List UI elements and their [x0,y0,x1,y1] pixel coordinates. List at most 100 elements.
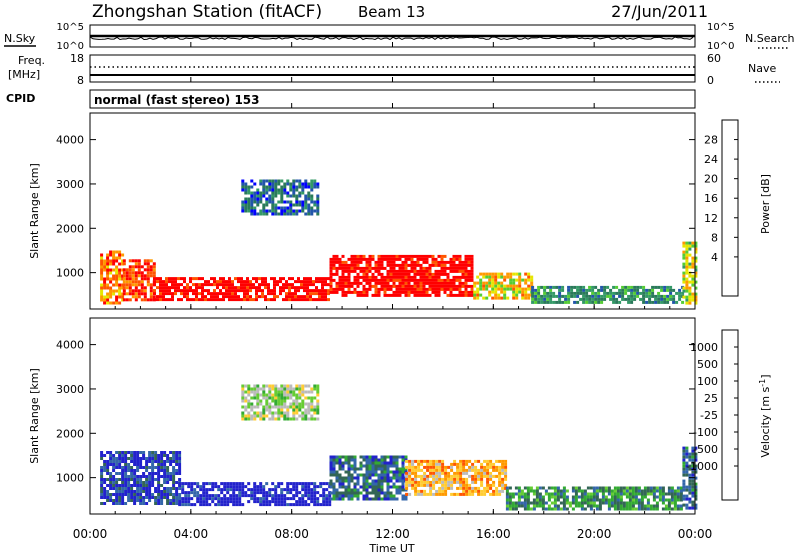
velocity-cell [374,464,378,468]
power-cell [198,283,201,287]
power-cell [458,260,462,264]
velocity-cell [392,470,396,474]
power-cell [618,288,622,292]
velocity-cell [444,486,448,490]
colorbar-tick-label: 16 [704,192,718,205]
velocity-cell [292,414,296,418]
velocity-cell [244,417,248,421]
power-cell [286,209,290,213]
velocity-cell [160,502,164,505]
power-cell [338,287,342,291]
power-cell [356,284,360,288]
velocity-cell [619,504,623,508]
velocity-cell [691,494,695,498]
velocity-cell [694,497,698,501]
power-cell [694,268,698,272]
velocity-cell [335,476,339,480]
cpid-mode: normal (fast stereo) 153 [94,93,260,107]
velocity-cell [471,462,475,466]
velocity-cell [301,393,305,397]
power-cell [177,289,180,293]
velocity-cell [178,460,182,463]
velocity-cell [124,481,128,484]
power-cell [461,275,465,279]
velocity-cell [160,490,164,493]
power-cell [362,284,366,288]
power-cell [479,278,483,282]
power-cell [295,188,299,192]
velocity-cell [498,465,502,469]
velocity-cell [316,497,320,501]
power-cell [365,260,369,264]
power-cell [309,298,312,302]
velocity-cell [160,454,164,457]
power-cell [327,292,330,296]
power-cell [273,277,276,281]
power-cell [374,293,378,297]
velocity-cell [401,497,405,501]
velocity-cell [652,498,656,502]
velocity-cell [465,468,469,472]
velocity-cell [374,458,378,462]
velocity-cell [535,486,539,490]
velocity-cell [688,500,692,504]
velocity-cell [676,492,680,496]
velocity-cell [462,480,466,484]
velocity-cell [610,489,614,493]
power-cell [392,272,396,276]
power-cell [365,272,369,276]
velocity-cell [685,446,689,450]
velocity-cell [247,402,251,406]
power-cell [365,281,369,285]
power-cell [186,283,189,287]
power-cell [149,265,153,269]
velocity-cell [292,485,296,489]
velocity-colorbar-label: Velocity [m s-1] [758,374,772,457]
velocity-cell [166,454,170,457]
velocity-cell [136,499,140,502]
velocity-cell [220,500,224,504]
power-cell [262,212,266,216]
velocity-cell [295,488,299,492]
velocity-cell [550,501,554,505]
velocity-cell [386,467,390,471]
power-cell [329,281,333,285]
velocity-cell [139,484,143,487]
velocity-cell [121,451,125,454]
velocity-cell [353,482,357,486]
power-cell [527,278,531,282]
velocity-cell [283,411,287,415]
velocity-cell [377,461,381,465]
power-cell [246,280,249,284]
velocity-cell [353,494,357,498]
velocity-cell [139,466,143,469]
velocity-cell [468,486,472,490]
power-cell [298,185,302,189]
velocity-cell [347,479,351,483]
velocity-cell [553,495,557,499]
velocity-cell [280,414,284,418]
velocity-cell [172,475,176,478]
velocity-cell [694,482,698,486]
freq-right-tick-top: 60 [707,52,721,65]
power-cell [341,287,345,291]
velocity-cell [505,489,509,493]
power-cell [682,295,686,299]
power-cell [159,298,162,302]
velocity-cell [480,480,484,484]
power-cell [567,288,571,292]
velocity-cell [292,402,296,406]
date-title: 27/Jun/2011 [611,2,708,21]
velocity-cell [241,411,245,415]
power-cell [115,295,119,299]
power-y-label: Slant Range [km] [28,163,41,259]
velocity-cell [295,500,299,504]
velocity-cell [313,497,317,501]
velocity-cell [571,486,575,490]
velocity-cell [139,463,143,466]
power-cell [106,262,110,266]
power-cell [329,263,333,267]
power-cell [688,265,692,269]
power-cell [271,182,275,186]
velocity-cell [316,402,320,406]
